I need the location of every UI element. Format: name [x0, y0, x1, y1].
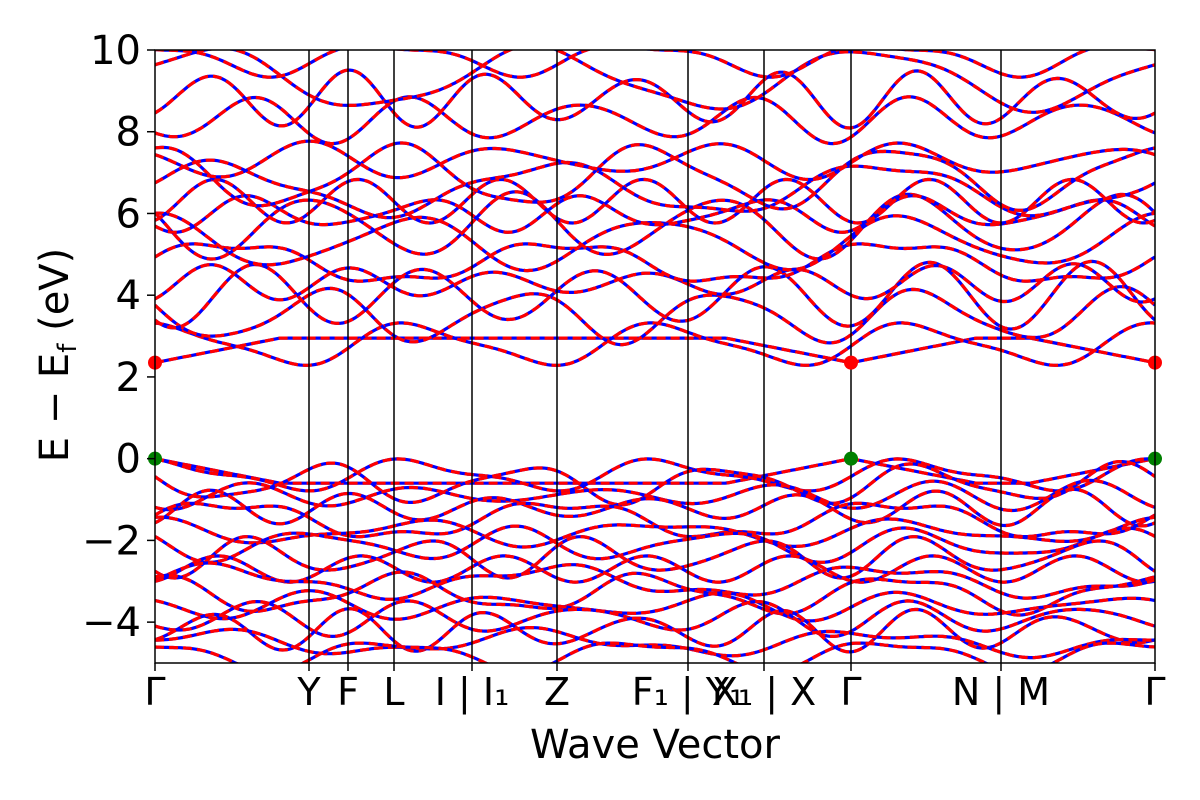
- valence-band-13-spin-up: [155, 599, 1155, 639]
- conduction-band-11-spin-up: [155, 141, 1155, 213]
- vbm-marker-4: [844, 451, 858, 466]
- valence-band-5-spin-up: [155, 501, 1155, 539]
- x-tick-label: Y: [296, 670, 321, 714]
- y-axis-label-main: E − E: [32, 353, 78, 463]
- conduction-band-14-spin-up: [155, 68, 1155, 130]
- extrema-markers: [148, 355, 1162, 466]
- x-tick-label: L: [383, 670, 404, 714]
- conduction-band-0-spin-up: [155, 336, 1155, 365]
- valence-band-1-spin-down: [155, 457, 1155, 493]
- x-tick-label: Γ: [1144, 670, 1165, 714]
- valence-band-7-spin-up: [155, 524, 1155, 564]
- valence-band-16-spin-up: [155, 641, 1155, 663]
- conduction-band-3-spin-up: [155, 259, 1155, 331]
- y-tick-label: 0: [116, 437, 141, 483]
- y-axis-label: E − Ef (eV): [32, 248, 83, 463]
- conduction-band-3-spin-down: [155, 259, 1155, 331]
- valence-band-2-spin-up: [155, 460, 1155, 507]
- y-tick-label: 10: [90, 28, 141, 74]
- valence-band-3-spin-down: [155, 478, 1155, 513]
- conduction-band-15-spin-down: [155, 50, 1155, 114]
- x-tick-label: F₁ | Y₁: [632, 670, 745, 715]
- y-axis-label-sub: f: [53, 343, 83, 353]
- conduction-band-1-spin-up: [155, 321, 1155, 367]
- conduction-band-14-spin-down: [155, 68, 1155, 130]
- plot-frame: [154, 49, 1156, 664]
- conduction-band-10-spin-up: [155, 158, 1155, 220]
- valence-band-1-spin-up: [155, 457, 1155, 493]
- y-axis: −4 −2 0 2 4 6 8 10: [82, 28, 155, 646]
- conduction-band-6-spin-up: [155, 211, 1155, 273]
- y-tick-label: 4: [116, 273, 141, 319]
- conduction-band-12-spin-up: [155, 139, 1155, 182]
- valence-band-3-spin-up: [155, 478, 1155, 513]
- y-tick-label: 2: [116, 355, 141, 401]
- x-tick-label: I | I₁: [435, 670, 510, 715]
- conduction-band-2-spin-down: [155, 285, 1155, 347]
- x-tick-label: Γ: [144, 670, 165, 714]
- y-axis-label-unit: (eV): [32, 248, 78, 344]
- valence-band-10-spin-up: [155, 561, 1155, 601]
- bands-group: [155, 50, 1155, 663]
- y-tick-label: −4: [82, 600, 141, 646]
- conduction-band-9-spin-up: [155, 177, 1155, 225]
- valence-band-13-spin-down: [155, 599, 1155, 639]
- y-tick-label: 8: [116, 110, 141, 156]
- valence-band-4-spin-up: [155, 487, 1155, 528]
- y-tick-label: −2: [82, 518, 141, 564]
- conduction-band-16-spin-up: [155, 50, 1155, 79]
- x-tick-label: N | M: [952, 670, 1050, 715]
- conduction-band-8-spin-up: [155, 194, 1155, 234]
- conduction-band-5-spin-up: [155, 242, 1155, 283]
- x-tick-label: X₁ | X: [712, 670, 816, 715]
- y-tick-label: 6: [116, 191, 141, 237]
- conduction-band-2-spin-up: [155, 285, 1155, 347]
- valence-band-11-spin-up: [155, 570, 1155, 617]
- cbm-marker-1: [844, 355, 858, 370]
- conduction-band-13-spin-up: [155, 95, 1155, 146]
- valence-band-0-spin-up: [155, 457, 1155, 485]
- x-tick-label: Γ: [840, 670, 861, 714]
- valence-band-4-spin-down: [155, 487, 1155, 528]
- x-axis-label: Wave Vector: [530, 722, 781, 768]
- x-tick-label: Z: [544, 670, 570, 714]
- conduction-band-10-spin-down: [155, 158, 1155, 220]
- conduction-band-4-spin-up: [155, 262, 1155, 304]
- x-tick-label: F: [337, 670, 359, 714]
- valence-band-12-spin-up: [155, 589, 1155, 623]
- valence-band-15-spin-down: [155, 626, 1155, 660]
- valence-band-9-spin-up: [155, 554, 1155, 584]
- conduction-band-15-spin-up: [155, 50, 1155, 114]
